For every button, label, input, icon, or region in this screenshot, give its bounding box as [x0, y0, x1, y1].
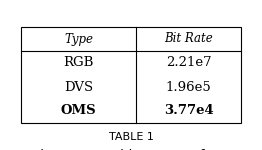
Text: 3.77e4: 3.77e4 [164, 105, 214, 117]
Bar [21, 27, 241, 123]
Text: Bit Rate: Bit Rate [164, 33, 213, 45]
Text: RGB: RGB [63, 57, 94, 69]
Text: TABLE 1: TABLE 1 [108, 132, 154, 141]
Text: OMS: OMS [61, 105, 96, 117]
Text: 2.21e7: 2.21e7 [166, 57, 211, 69]
Text: 1.96e5: 1.96e5 [166, 81, 211, 93]
Text: DVS: DVS [64, 81, 93, 93]
Text: Type: Type [64, 33, 93, 45]
